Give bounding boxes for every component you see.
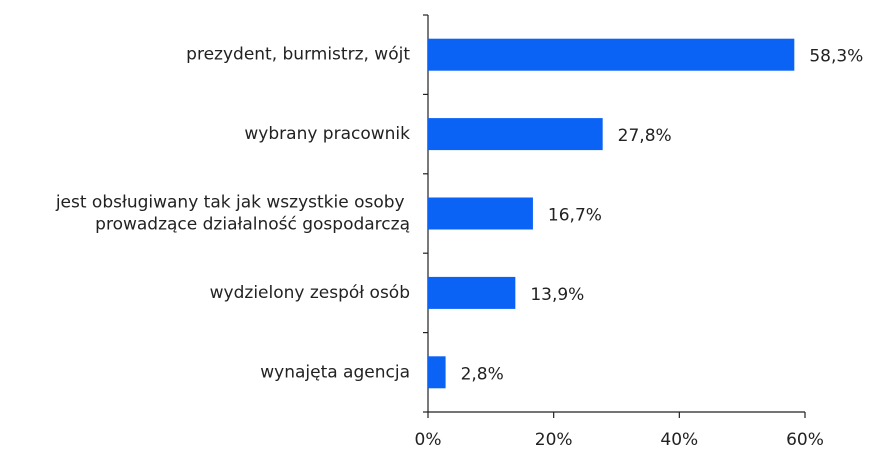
value-label: 13,9% xyxy=(530,285,584,305)
bar xyxy=(428,276,516,309)
x-tick-label: 20% xyxy=(535,430,573,450)
value-label: 27,8% xyxy=(618,126,672,146)
y-tick-label: jest obsługiwany tak jak wszystkie osoby… xyxy=(55,193,410,235)
x-tick-label: 40% xyxy=(660,430,698,450)
y-tick-label: prezydent, burmistrz, wójt xyxy=(186,45,410,65)
y-tick-label: wydzielony zespół osób xyxy=(210,283,410,303)
x-tick-label: 0% xyxy=(415,430,442,450)
value-label: 58,3% xyxy=(809,47,863,67)
bar xyxy=(428,197,533,230)
x-tick-label: 60% xyxy=(786,430,824,450)
label-line: prowadzące działalność gospodarczą xyxy=(95,215,410,235)
value-label: 16,7% xyxy=(548,206,602,226)
bar xyxy=(428,356,446,389)
bar xyxy=(428,38,795,71)
label-line: jest obsługiwany tak jak wszystkie osoby xyxy=(55,193,410,213)
value-label: 2,8% xyxy=(461,364,504,384)
y-tick-label: wybrany pracownik xyxy=(244,124,410,144)
bar xyxy=(428,118,603,151)
y-tick-label: wynajęta agencja xyxy=(260,362,410,382)
